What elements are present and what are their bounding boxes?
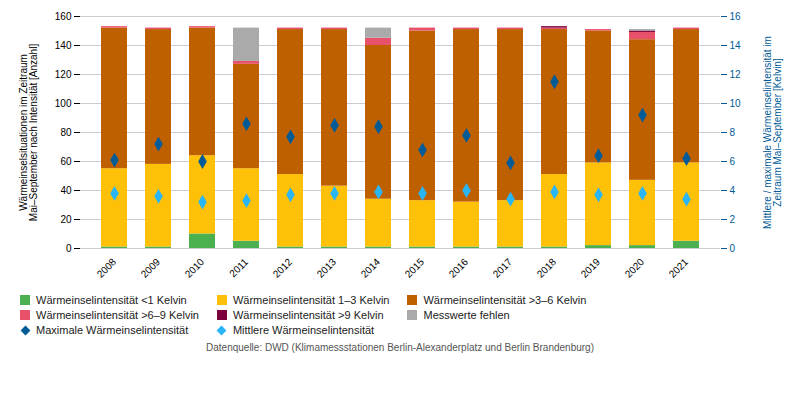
html-text:Wärmeinselintensität >3–6 Kelv: Wärmeinselintensität >3–6 Kelvin xyxy=(423,294,587,306)
svg-text:2021: 2021 xyxy=(667,256,691,280)
html-text:Wärmeinselintensität >9 Kelvin: Wärmeinselintensität >9 Kelvin xyxy=(233,309,384,321)
svg-text:2020: 2020 xyxy=(623,256,647,280)
svg-text:80: 80 xyxy=(60,127,72,138)
svg-text:0: 0 xyxy=(730,243,736,254)
svg-text:2012: 2012 xyxy=(271,256,295,280)
svg-text:120: 120 xyxy=(55,69,72,80)
svg-text:2010: 2010 xyxy=(183,256,207,280)
svg-text:10: 10 xyxy=(730,98,742,109)
svg-text:2013: 2013 xyxy=(315,256,339,280)
svg-text:Wärmeinselsituationen im Zeitr: Wärmeinselsituationen im ZeitraumMai–Sep… xyxy=(18,44,39,222)
svg-text:Mittlere / maximale Wärmeinsel: Mittlere / maximale Wärmeinselintensität… xyxy=(762,36,783,229)
svg-text:2009: 2009 xyxy=(139,256,163,280)
svg-text:8: 8 xyxy=(730,127,736,138)
svg-text:20: 20 xyxy=(60,214,72,225)
svg-text:60: 60 xyxy=(60,156,72,167)
svg-text:100: 100 xyxy=(55,98,72,109)
html-text:Messwerte fehlen: Messwerte fehlen xyxy=(423,309,510,321)
svg-text:140: 140 xyxy=(55,40,72,51)
html-text:Wärmeinselintensität >6–9 Kelv: Wärmeinselintensität >6–9 Kelvin xyxy=(36,309,199,321)
svg-text:12: 12 xyxy=(730,69,742,80)
svg-text:16: 16 xyxy=(730,11,742,22)
html-text:Maximale Wärmeinselintensität: Maximale Wärmeinselintensität xyxy=(36,324,189,336)
svg-text:2008: 2008 xyxy=(95,256,119,280)
svg-text:2: 2 xyxy=(730,214,736,225)
svg-text:2017: 2017 xyxy=(491,256,515,280)
html-text:Mittlere Wärmeinselintensität: Mittlere Wärmeinselintensität xyxy=(233,324,375,336)
svg-text:2015: 2015 xyxy=(403,256,427,280)
svg-text:2019: 2019 xyxy=(579,256,603,280)
svg-text:40: 40 xyxy=(60,185,72,196)
svg-text:2018: 2018 xyxy=(535,256,559,280)
svg-text:2016: 2016 xyxy=(447,256,471,280)
svg-text:2014: 2014 xyxy=(359,256,383,280)
html-text:Datenquelle: DWD (Klimamesssta: Datenquelle: DWD (Klimamessstationen Ber… xyxy=(206,342,594,353)
svg-text:6: 6 xyxy=(730,156,736,167)
svg-text:4: 4 xyxy=(730,185,736,196)
html-text:Wärmeinselintensität <1 Kelvin: Wärmeinselintensität <1 Kelvin xyxy=(36,294,187,306)
svg-text:14: 14 xyxy=(730,40,742,51)
svg-text:160: 160 xyxy=(55,11,72,22)
html-text:Wärmeinselintensität 1–3 Kelvi: Wärmeinselintensität 1–3 Kelvin xyxy=(233,294,390,306)
svg-text:2011: 2011 xyxy=(227,256,250,279)
svg-text:0: 0 xyxy=(66,243,72,254)
